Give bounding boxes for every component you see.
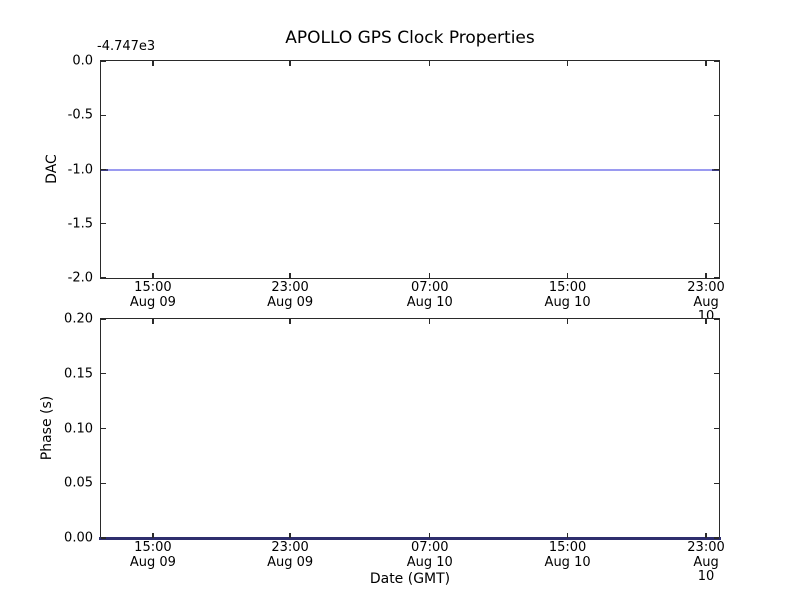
- y-axis-label-phase: Phase (s): [39, 395, 55, 461]
- x-tick-label: 15:00 Aug 09: [129, 280, 176, 310]
- phase-data-line: [99, 537, 721, 540]
- y-tick-mark: [101, 168, 106, 171]
- x-tick-mark: [566, 273, 569, 278]
- x-tick-label: 23:00 Aug 09: [267, 540, 314, 570]
- y-tick-label: 0.0: [72, 53, 93, 69]
- y-tick-mark: [714, 277, 719, 279]
- y-tick-label: -2.0: [67, 270, 93, 286]
- y-tick-mark: [714, 60, 719, 62]
- y-tick-label: -0.5: [67, 107, 93, 123]
- x-tick-label: 07:00 Aug 10: [406, 540, 453, 570]
- y-tick-mark: [714, 318, 719, 320]
- y-tick-label: 0.15: [64, 366, 93, 382]
- y-tick-mark: [101, 482, 106, 484]
- x-tick-mark: [705, 273, 707, 278]
- y-tick-mark: [714, 427, 719, 430]
- x-tick-mark: [429, 61, 431, 66]
- chart-title: APOLLO GPS Clock Properties: [285, 28, 535, 48]
- y-tick-mark: [714, 373, 719, 375]
- x-tick-mark: [429, 533, 431, 538]
- dac-data-line: [101, 168, 719, 171]
- y-axis-label-dac: DAC: [44, 154, 60, 184]
- x-tick-mark: [289, 319, 291, 324]
- y-tick-mark: [714, 537, 719, 539]
- y-tick-mark: [714, 223, 719, 225]
- x-tick-label: 23:00 Aug 10: [687, 540, 725, 585]
- y-tick-mark: [101, 223, 106, 225]
- x-tick-mark: [289, 61, 291, 66]
- x-tick-mark: [429, 273, 431, 278]
- x-tick-mark: [429, 319, 431, 324]
- plot-area-dac: 0.0 -0.5 -1.0 -1.5 -2.0 15:00 Aug 09 23:00 Aug…: [68, 54, 725, 324]
- x-tick-mark: [566, 533, 569, 538]
- y-axis-offset-text: -4.747e3: [97, 39, 156, 54]
- x-tick-label: 15:00 Aug 10: [544, 280, 591, 310]
- plot-area-phase: 0.20 0.15 0.10 0.05 0.00 15:00 Aug 09 23:00 Au…: [64, 312, 725, 584]
- x-tick-mark: [705, 319, 707, 324]
- x-tick-mark: [152, 319, 154, 324]
- x-tick-label: 15:00 Aug 09: [129, 540, 176, 570]
- y-tick-mark: [714, 482, 719, 484]
- y-tick-label: -1.5: [67, 216, 93, 232]
- x-tick-mark: [289, 273, 291, 278]
- x-tick-mark: [705, 533, 707, 538]
- y-tick-mark: [101, 114, 106, 116]
- y-tick-label: 0.05: [64, 475, 93, 491]
- x-tick-mark: [566, 61, 569, 66]
- y-tick-mark: [101, 537, 106, 539]
- x-tick-mark: [152, 533, 154, 538]
- y-tick-label: 0.00: [64, 530, 93, 546]
- y-tick-mark: [101, 277, 106, 279]
- y-tick-mark: [101, 60, 106, 62]
- x-tick-mark: [705, 61, 707, 66]
- y-tick-mark: [714, 114, 719, 116]
- y-tick-label: 0.20: [64, 311, 93, 327]
- x-tick-mark: [152, 61, 154, 66]
- y-tick-mark: [714, 168, 719, 171]
- y-tick-mark: [101, 373, 106, 375]
- y-tick-label: 0.10: [64, 421, 93, 436]
- x-tick-mark: [152, 273, 154, 278]
- x-tick-label: 23:00 Aug 09: [267, 280, 314, 310]
- x-axis-label: Date (GMT): [369, 571, 451, 587]
- x-tick-label: 15:00 Aug 10: [544, 540, 591, 570]
- x-tick-label: 07:00 Aug 10: [406, 280, 453, 310]
- x-tick-mark: [289, 533, 291, 538]
- y-tick-mark: [101, 318, 106, 320]
- x-tick-mark: [566, 319, 569, 324]
- y-tick-mark: [101, 427, 106, 430]
- y-tick-label: -1.0: [67, 162, 93, 177]
